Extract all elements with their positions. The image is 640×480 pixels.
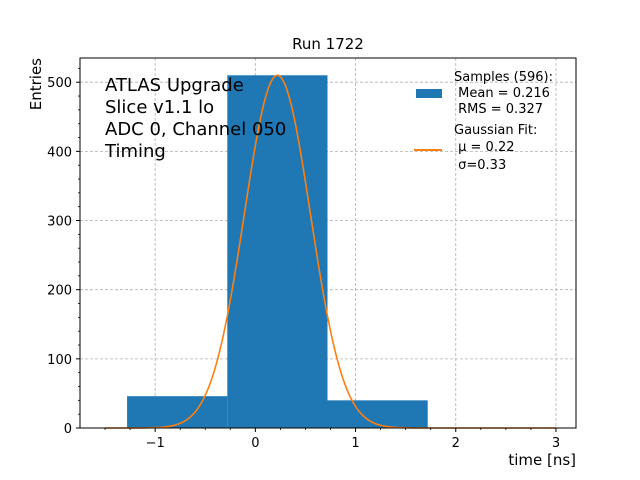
x-tick-label: 1 [351,436,359,451]
y-tick-label: 100 [47,353,72,368]
plot-frame [79,57,577,429]
annotation-line-3: ADC 0, Channel 050 [105,119,286,140]
histogram-bar [227,75,328,428]
chart-title: Run 1722 [292,35,364,53]
x-axis-label: time [ns] [508,451,576,469]
legend-fit-line-2: μ = 0.22 [454,140,515,155]
legend-samples-line-3: RMS = 0.327 [454,102,543,117]
annotation-line-2: Slice v1.1 lo [105,97,214,118]
axis-ticks: −1 0 1 2 3 0 100 200 300 400 500 [47,67,560,451]
x-tick-label: 0 [251,436,259,451]
y-tick-label: 200 [47,284,72,299]
legend-samples-swatch [416,89,442,98]
histogram-bars [127,75,428,428]
y-axis-label: Entries [27,58,45,110]
legend-fit-line-3: σ=0.33 [454,158,506,173]
histogram-bar [127,396,228,428]
y-tick-label: 500 [47,76,72,91]
legend-samples-line-1: Samples (596): [454,70,553,85]
histogram-bar [327,400,428,428]
y-tick-label: 300 [47,215,72,230]
atlas-annotation: ATLAS Upgrade Slice v1.1 lo ADC 0, Chann… [104,75,286,162]
legend-fit-line-1: Gaussian Fit: [454,123,537,138]
annotation-line-4: Timing [104,141,166,162]
x-tick-label: 3 [552,436,560,451]
y-tick-label: 400 [47,145,72,160]
x-tick-label: 2 [452,436,460,451]
x-tick-label: −1 [146,436,165,451]
legend-samples-line-2: Mean = 0.216 [454,86,550,101]
annotation-line-1: ATLAS Upgrade [105,75,244,96]
legend: Samples (596): Mean = 0.216 RMS = 0.327 … [414,70,553,173]
y-tick-label: 0 [64,422,72,437]
